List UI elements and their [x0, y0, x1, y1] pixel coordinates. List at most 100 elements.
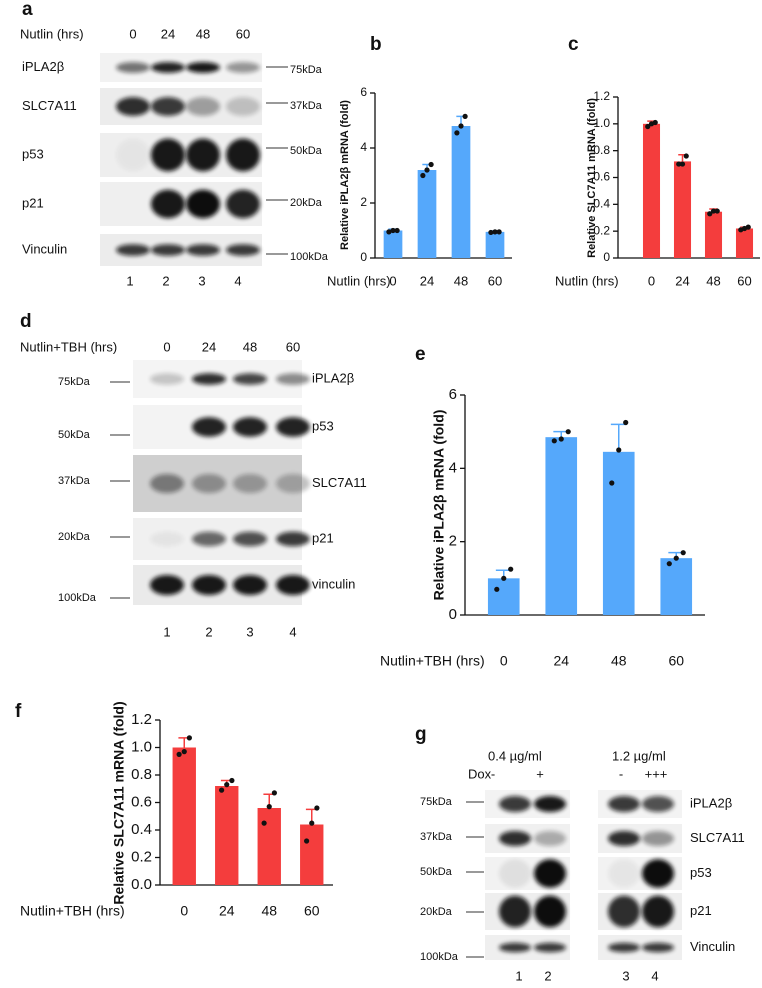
- protein-label: p53: [690, 865, 712, 880]
- marker-label: 75kDa: [58, 376, 91, 388]
- blot-band: [608, 830, 640, 847]
- y-tick-label: 1.2: [593, 89, 610, 103]
- lane-label: -: [619, 766, 623, 781]
- data-point: [394, 227, 400, 234]
- marker-label: 20kDa: [58, 531, 91, 543]
- blot-band: [116, 97, 150, 116]
- data-point: [558, 436, 564, 442]
- blot-band: [276, 473, 310, 494]
- blot-band: [186, 189, 220, 219]
- lane-label: 48: [243, 339, 257, 354]
- blot-band: [192, 373, 226, 385]
- blot-band: [226, 138, 260, 172]
- marker-label: 20kDa: [290, 197, 323, 209]
- data-point: [309, 820, 315, 826]
- y-tick-label: 0.4: [593, 197, 610, 211]
- x-tick-label: 0: [389, 273, 396, 288]
- y-axis-label: Relative iPLA2β mRNA (fold): [431, 410, 447, 601]
- y-tick-label: 0.4: [131, 821, 152, 838]
- blot-band: [151, 62, 185, 73]
- data-point: [492, 229, 498, 235]
- y-tick-label: 6: [360, 85, 367, 99]
- protein-label: Vinculin: [22, 241, 67, 256]
- x-tick-label: 60: [304, 903, 320, 919]
- blot-band: [608, 796, 640, 812]
- data-point: [428, 161, 434, 168]
- blot-band: [150, 575, 184, 595]
- bar: [487, 578, 520, 615]
- blot-band: [116, 138, 150, 172]
- y-tick-label: 0.6: [593, 170, 610, 184]
- y-tick-label: 0.8: [131, 766, 152, 783]
- blot-band: [534, 895, 566, 928]
- lane-label: 0: [163, 339, 170, 354]
- blot-band: [150, 373, 184, 385]
- blot-band: [642, 796, 674, 812]
- y-tick-label: 1.0: [593, 116, 610, 130]
- blot-band: [192, 417, 226, 437]
- y-tick-label: 0: [449, 606, 457, 623]
- data-point: [551, 438, 557, 444]
- lane-label: 48: [196, 26, 210, 41]
- blot-band: [233, 531, 267, 547]
- lane-number: 2: [205, 624, 212, 639]
- bar: [300, 824, 324, 885]
- x-tick-label: 0: [500, 653, 508, 669]
- data-point: [666, 561, 672, 567]
- blot-band: [534, 830, 566, 847]
- blot-band: [192, 531, 226, 547]
- y-tick-label: 1.0: [131, 738, 152, 755]
- panel-label: f: [15, 701, 22, 722]
- protein-label: SLC7A11: [22, 98, 77, 113]
- protein-label: p53: [312, 418, 334, 433]
- y-axis-label: Relative SLC7A11 mRNA (fold): [586, 98, 598, 258]
- data-point: [609, 480, 615, 486]
- lane-label: 60: [236, 26, 250, 41]
- bar: [383, 230, 403, 258]
- data-point: [494, 586, 500, 592]
- data-point: [673, 555, 679, 561]
- blot-band: [276, 531, 310, 547]
- protein-label: SLC7A11: [312, 475, 367, 490]
- y-tick-label: 4: [449, 459, 457, 476]
- y-tick-label: 1.2: [131, 711, 152, 728]
- data-point: [679, 161, 686, 167]
- data-point: [683, 153, 689, 159]
- panel-label: e: [415, 344, 426, 365]
- x-tick-label: 60: [668, 653, 684, 669]
- protein-label: SLC7A11: [690, 830, 745, 845]
- blot-band: [276, 575, 310, 595]
- protein-label: p21: [22, 195, 44, 210]
- blot-band: [150, 473, 184, 494]
- data-point: [181, 749, 187, 755]
- bar: [417, 170, 437, 258]
- data-point: [645, 123, 651, 130]
- blot-band: [233, 575, 267, 595]
- lane-number: 3: [622, 968, 629, 983]
- marker-label: 37kDa: [290, 100, 323, 112]
- blot-band: [608, 942, 640, 953]
- x-tick-label: 24: [675, 273, 689, 288]
- protein-label: vinculin: [312, 576, 355, 591]
- marker-label: 37kDa: [58, 475, 91, 487]
- blot-band: [608, 859, 640, 888]
- protein-label: iPLA2β: [690, 795, 732, 810]
- bar: [545, 437, 578, 615]
- blot-band: [226, 97, 260, 116]
- blot-band: [233, 373, 267, 385]
- marker-label: 75kDa: [290, 64, 323, 76]
- data-point: [266, 804, 272, 810]
- treatment-label: Dox: [468, 766, 492, 781]
- data-point: [710, 208, 717, 214]
- marker-label: 100kDa: [58, 592, 97, 604]
- x-tick-label: 60: [737, 273, 751, 288]
- data-point: [271, 790, 277, 796]
- blot-band: [151, 244, 185, 256]
- blot-band: [226, 189, 260, 219]
- lane-number: 3: [198, 273, 205, 288]
- data-point: [616, 447, 622, 453]
- blot-band: [116, 62, 150, 73]
- lane-label: +++: [645, 766, 668, 781]
